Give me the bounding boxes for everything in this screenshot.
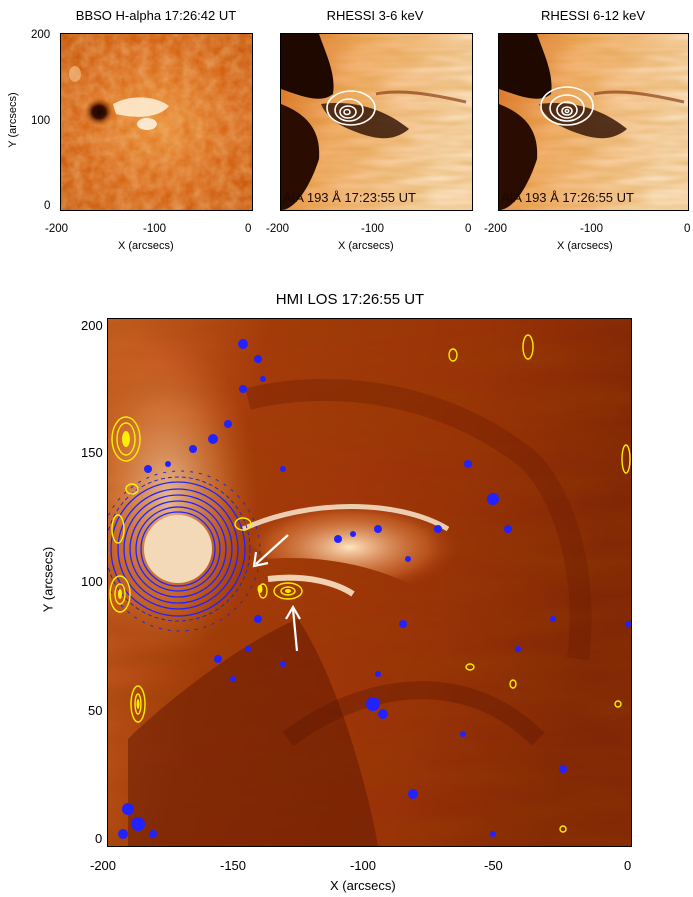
rhessi-low-aia-label: AIA 193 Å 17:23:55 UT [283,190,416,205]
hmi-ytick-0: 0 [95,831,102,846]
hmi-xlabel: X (arcsecs) [330,878,396,893]
rhessi-high-panel-title: RHESSI 6-12 keV [496,8,690,23]
rhessi-low-xtick-minus100: -100 [361,223,384,235]
hmi-ytick-100: 100 [81,574,103,589]
bbso-panel-title: BBSO H-alpha 17:26:42 UT [40,8,272,23]
hmi-xtick-minus150: -150 [220,858,246,873]
rhessi-high-xlabel: X (arcsecs) [557,240,613,252]
bbso-ytick-0: 0 [44,200,50,212]
hmi-ylabel: Y (arcsecs) [41,540,56,620]
bbso-xtick-minus100: -100 [143,223,166,235]
hmi-xtick-0: 0 [624,858,631,873]
rhessi-high-aia-label: AIA 193 Å 17:26:55 UT [501,190,634,205]
hmi-ytick-200: 200 [81,318,103,333]
bbso-xtick-0: 0 [245,223,251,235]
bbso-xlabel: X (arcsecs) [118,240,174,252]
hmi-xtick-minus200: -200 [90,858,116,873]
bbso-xtick-minus200: -200 [45,223,68,235]
hmi-aia-composite-image [107,318,632,847]
bbso-ylabel: Y (arcsecs) [7,85,19,155]
rhessi-low-xtick-0: 0 [465,223,471,235]
rhessi-high-xtick-minus200: -200 [484,223,507,235]
rhessi-low-xtick-minus200: -200 [266,223,289,235]
rhessi-high-xtick-0: 0 [684,223,690,235]
hmi-xtick-minus100: -100 [350,858,376,873]
rhessi-low-aia-image: AIA 193 Å 17:23:55 UT [280,33,473,211]
hmi-ytick-50: 50 [88,703,102,718]
hmi-xtick-minus50: -50 [484,858,503,873]
rhessi-low-panel-title: RHESSI 3-6 keV [278,8,472,23]
rhessi-high-xtick-minus100: -100 [580,223,603,235]
bbso-ytick-200: 200 [31,29,50,41]
rhessi-low-xlabel: X (arcsecs) [338,240,394,252]
bbso-ytick-100: 100 [31,115,50,127]
hmi-ytick-150: 150 [81,445,103,460]
hmi-panel-title: HMI LOS 17:26:55 UT [150,291,550,308]
bbso-halpha-image [60,33,253,211]
rhessi-high-aia-image: AIA 193 Å 17:26:55 UT [498,33,689,211]
